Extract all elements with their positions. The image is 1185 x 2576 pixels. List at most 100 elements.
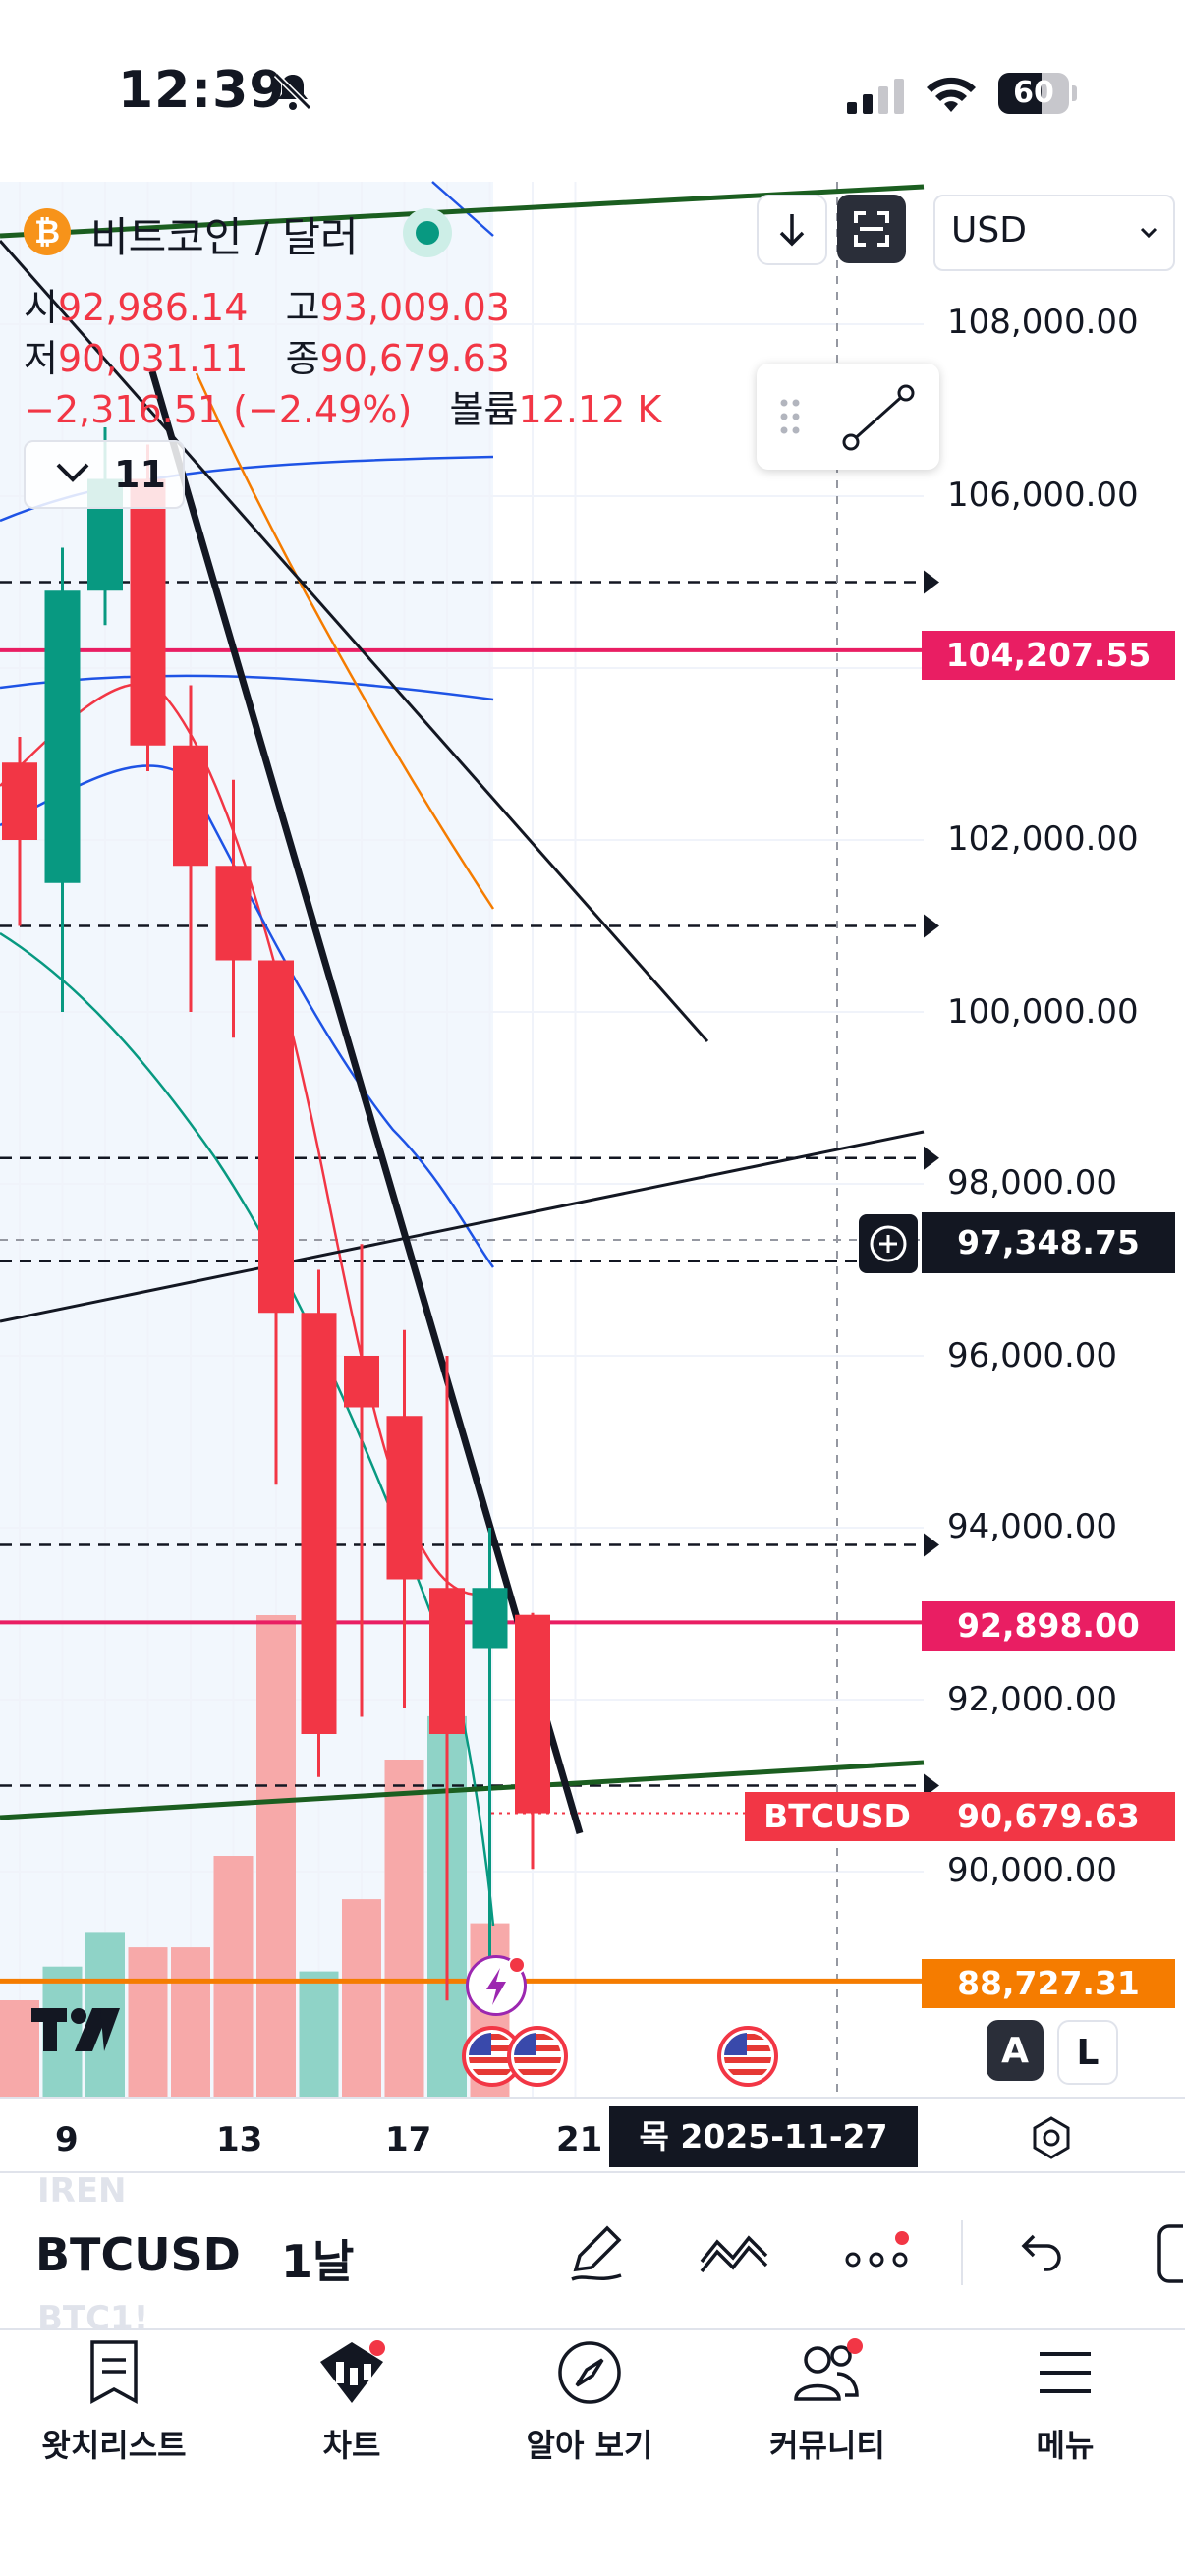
drag-handle-icon[interactable] [778, 397, 802, 440]
low-label: 저 [24, 337, 58, 380]
close-value: 90,679.63 [319, 337, 510, 380]
mute-icon [270, 69, 315, 118]
toolbar-divider [0, 2171, 1185, 2173]
market-status-icon [403, 208, 452, 257]
tab-menu[interactable]: 메뉴 [967, 2338, 1163, 2466]
open-label: 시 [24, 286, 58, 329]
time-axis-label: 9 [55, 2120, 79, 2159]
watchlist-icon [90, 2340, 138, 2404]
currency-select[interactable]: USD [933, 195, 1175, 271]
low-value: 90,031.11 [57, 337, 249, 380]
us-flag-event-icon[interactable] [507, 2026, 568, 2091]
candle-body [472, 1588, 508, 1649]
more-dots-icon [845, 2231, 909, 2268]
battery-icon: 60 [998, 73, 1077, 114]
ma-line [195, 372, 495, 910]
tradingview-logo [29, 2004, 128, 2059]
volume-bar [128, 1947, 168, 2097]
chevron-down-icon [55, 462, 90, 487]
tab-watchlist[interactable]: 왓치리스트 [16, 2338, 212, 2466]
level-arrow [924, 1533, 939, 1557]
price-axis-label: 102,000.00 [947, 819, 1139, 859]
chart-settings-icon[interactable] [1028, 2114, 1075, 2165]
level-arrow [924, 1146, 939, 1170]
price-axis-label: 100,000.00 [947, 992, 1139, 1032]
tabbar-divider [0, 2328, 1185, 2330]
ma-line [0, 764, 495, 1268]
tab-explore[interactable]: 알아 보기 [491, 2338, 688, 2466]
bracket-icon [1157, 2224, 1183, 2283]
redo-button-partial[interactable] [1156, 2222, 1185, 2289]
candle-body [429, 1588, 465, 1734]
us-flag-event-icon[interactable] [717, 2026, 778, 2091]
chevron-down-icon [1140, 224, 1157, 243]
candle-body [130, 478, 166, 746]
log-scale-button[interactable]: L [1057, 2020, 1118, 2085]
crosshair-price-tag: 97,348.75 [922, 1212, 1175, 1273]
level-arrow [924, 914, 939, 938]
undo-icon [1021, 2234, 1061, 2271]
add-alert-button[interactable] [859, 1214, 918, 1273]
high-value: 93,009.03 [319, 286, 510, 329]
price-axis-label: 92,000.00 [947, 1680, 1118, 1719]
fullscreen-icon [854, 211, 889, 247]
price-chart[interactable] [0, 0, 1185, 2102]
level-price-tag[interactable]: 88,727.31 [922, 1959, 1175, 2008]
drawing-tools-button[interactable] [562, 2218, 631, 2291]
drawing-tool-popup[interactable] [757, 364, 939, 470]
tab-chart[interactable]: 차트 [254, 2338, 450, 2466]
volume-bar [299, 1971, 339, 2097]
time-axis-divider [0, 2097, 1185, 2099]
community-icon [794, 2338, 863, 2401]
volume-bar [256, 1615, 296, 2097]
ohlc-row-1: 시92,986.14 고93,009.03 [24, 277, 510, 331]
symbol-search-button[interactable]: BTCUSD [35, 2228, 241, 2281]
toolbar-separator [961, 2220, 963, 2285]
auto-scale-button[interactable]: A [987, 2020, 1044, 2081]
candle-body [215, 866, 252, 961]
last-price-tag: 90,679.63 [922, 1792, 1175, 1841]
ohlc-row-2: 저90,031.11 종90,679.63 [24, 328, 510, 382]
cellular-signal-icon [847, 79, 906, 118]
currency-value: USD [951, 210, 1027, 251]
candle-body [344, 1356, 379, 1408]
high-label: 고 [285, 286, 320, 329]
level-price-tag[interactable]: 104,207.55 [922, 631, 1175, 680]
volume-bar [384, 1760, 424, 2097]
volume-bar [171, 1947, 210, 2097]
fullscreen-button[interactable] [837, 195, 906, 263]
download-button[interactable] [757, 195, 827, 265]
time-axis-label: 17 [385, 2120, 432, 2159]
candle-body [258, 960, 294, 1314]
watchlist-peek-below[interactable]: BTC1! [37, 2299, 149, 2338]
indicators-toggle[interactable]: 11 [24, 440, 185, 509]
indicators-button[interactable] [698, 2222, 772, 2285]
open-value: 92,986.14 [57, 286, 249, 329]
symbol-title[interactable]: 비트코인 / 달러 [90, 213, 359, 261]
tab-label: 알아 보기 [526, 2427, 653, 2464]
time-axis-label: 13 [216, 2120, 263, 2159]
trend-line [0, 1130, 925, 1323]
level-price-tag[interactable]: 92,898.00 [922, 1601, 1175, 1651]
price-axis-label: 106,000.00 [947, 476, 1139, 515]
tab-community[interactable]: 커뮤니티 [729, 2338, 926, 2466]
menu-icon [1040, 2352, 1091, 2393]
level-arrow [924, 1773, 939, 1798]
trend-line [148, 370, 584, 1834]
interval-button[interactable]: 1날 [281, 2235, 355, 2288]
candle-body [44, 590, 81, 883]
candle-body [386, 1416, 423, 1580]
battery-level: 60 [1013, 76, 1054, 110]
plus-circle-icon [870, 1225, 907, 1262]
bitcoin-logo-icon: ₿ [24, 208, 71, 255]
watchlist-peek-above[interactable]: IREN [37, 2171, 127, 2211]
more-options-button[interactable] [843, 2230, 918, 2279]
change-value: −2,316.51 (−2.49%) [24, 388, 413, 431]
level-arrow [924, 570, 939, 594]
undo-button[interactable] [1016, 2230, 1065, 2279]
indicators-icon [700, 2235, 768, 2273]
candle-body [301, 1313, 337, 1734]
lightning-event-icon[interactable] [466, 1955, 527, 2016]
volume-bar [213, 1856, 254, 2097]
trend-line-tool-icon[interactable] [841, 383, 916, 456]
